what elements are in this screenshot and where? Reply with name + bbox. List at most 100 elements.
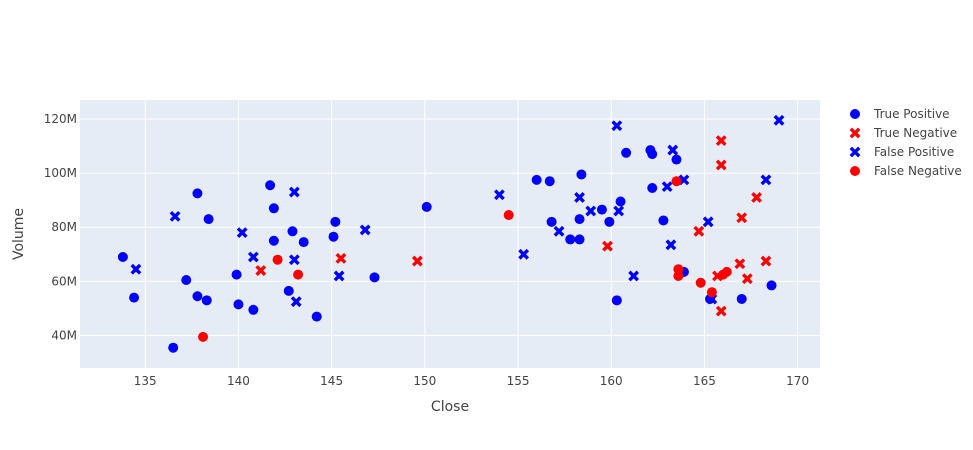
x-tick-label: 165 [693,374,716,388]
data-point [671,176,682,187]
data-point [288,186,300,198]
data-point [596,204,607,215]
data-point [290,296,302,308]
y-tick-label: 120M [44,112,77,126]
data-point [268,235,279,246]
data-point [658,215,669,226]
data-point [565,234,576,245]
data-point [647,182,658,193]
legend-marker [849,127,861,139]
data-point [760,174,772,186]
data-point [201,295,212,306]
data-point [715,159,727,171]
data-point [369,272,380,283]
legend-item-true-positive[interactable]: True Positive [850,107,950,121]
legend-label: False Negative [874,164,962,178]
x-tick-label: 135 [134,374,157,388]
data-point [604,216,615,227]
x-tick-label: 150 [413,374,436,388]
data-point [760,255,772,267]
data-point [574,192,585,203]
y-tick-label: 40M [51,329,77,343]
series-true-negative [255,135,772,317]
data-point [288,254,300,266]
legend-marker [850,109,860,119]
data-point [773,114,785,126]
y-axis-title: Volume [11,208,27,260]
x-tick-label: 140 [227,374,250,388]
legend-label: True Positive [873,107,950,121]
x-tick-label: 170 [786,374,809,388]
data-point [647,149,658,160]
x-tick-label: 145 [320,374,343,388]
data-point [611,120,623,132]
data-point [268,203,279,214]
legend-item-true-negative[interactable]: True Negative [849,126,957,140]
data-point [553,225,565,237]
data-point [621,147,632,158]
data-point [611,295,622,306]
data-point [192,291,203,302]
y-tick-label: 60M [51,274,77,288]
data-point [233,299,244,310]
series-false-negative [198,176,732,342]
legend-item-false-positive[interactable]: False Positive [849,145,954,159]
data-point [615,196,626,207]
legend-item-false-negative[interactable]: False Negative [850,164,962,178]
data-point [272,254,283,265]
data-point [287,226,298,237]
data-point [293,269,304,280]
data-point [741,273,753,285]
data-point [283,285,294,296]
data-point [673,270,684,281]
data-point [411,255,423,267]
data-point [298,237,309,248]
data-point [574,214,585,225]
data-point [421,201,432,212]
data-point [117,252,128,263]
data-point [169,211,181,222]
legend-label: False Positive [874,145,954,159]
data-point [328,231,339,242]
data-point [706,287,717,298]
data-point [736,293,747,304]
plot-area-background [80,100,820,368]
data-point [628,270,640,282]
x-tick-label: 155 [507,374,530,388]
x-tick-label: 160 [600,374,623,388]
data-point [693,225,705,237]
data-point [661,181,673,193]
data-point [330,216,341,227]
data-point [715,135,727,147]
data-point [181,275,192,286]
data-point [734,258,746,270]
data-point [203,214,214,225]
y-axis-ticks: 40M 60M 80M 100M 120M [44,112,77,343]
data-point [255,265,267,276]
data-points [117,114,785,353]
data-point [493,189,505,201]
data-point [665,239,677,251]
x-axis-title: Close [431,399,469,415]
data-point [265,180,276,191]
data-point [602,240,613,252]
data-point [503,210,514,221]
data-point [751,192,763,203]
legend[interactable]: True Positive True Negative False Positive… [849,107,962,178]
data-point [359,224,371,236]
data-point [333,270,345,282]
legend-label: True Negative [873,126,957,140]
data-point [544,176,555,187]
y-tick-label: 80M [51,220,77,234]
data-point [231,269,242,280]
data-point [721,266,732,277]
data-point [546,216,557,227]
data-point [585,205,597,217]
legend-marker [849,146,861,158]
data-point [531,174,542,185]
data-point [576,169,587,180]
data-point [236,227,248,239]
data-point [695,277,706,288]
data-point [129,292,140,303]
